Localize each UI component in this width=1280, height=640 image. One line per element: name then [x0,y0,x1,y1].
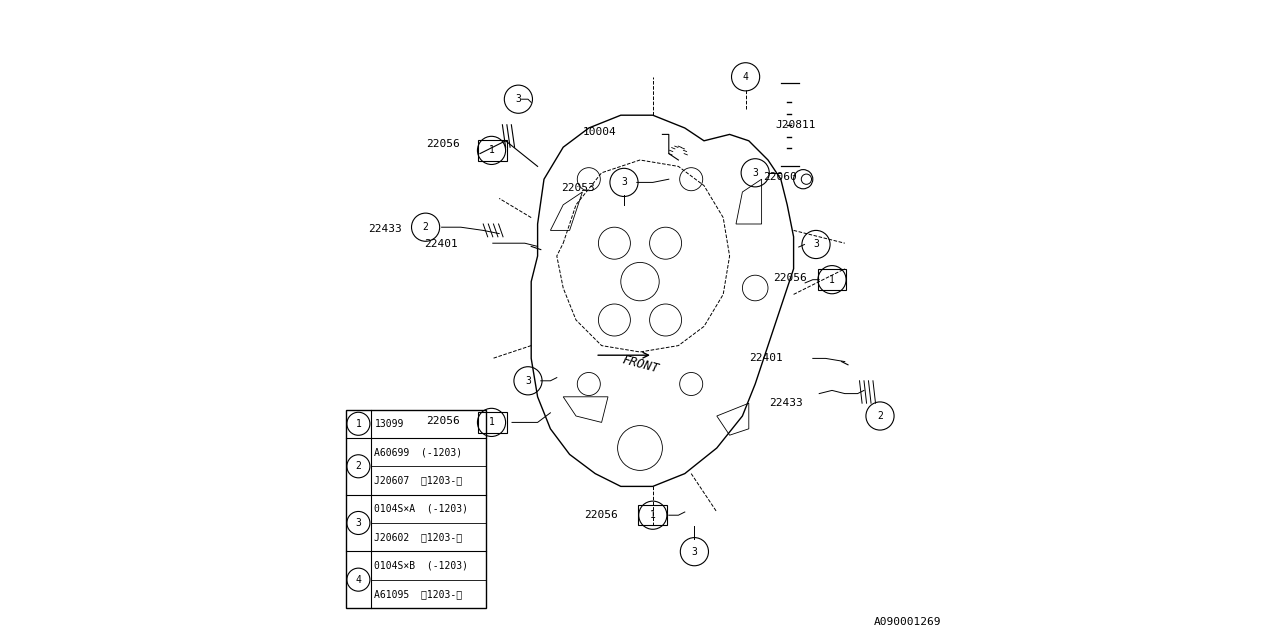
Text: 22401: 22401 [424,239,458,249]
Text: 4: 4 [356,575,361,585]
Text: 3: 3 [525,376,531,386]
Text: 1: 1 [489,145,494,156]
Text: 22433: 22433 [369,224,402,234]
Text: 1: 1 [356,419,361,429]
Bar [818,269,846,290]
Text: 3: 3 [621,177,627,188]
Text: 4: 4 [742,72,749,82]
Text: 13099: 13099 [374,419,403,429]
Text: 1: 1 [650,510,655,520]
Text: A60699  (-1203): A60699 (-1203) [374,447,462,457]
Text: 22056: 22056 [426,139,460,149]
Text: 22401: 22401 [749,353,783,364]
Text: 2: 2 [422,222,429,232]
Text: 1: 1 [489,417,494,428]
Text: 22056: 22056 [426,416,460,426]
Text: 1: 1 [829,275,835,285]
Text: A090001269: A090001269 [873,617,941,627]
Text: 3: 3 [753,168,758,178]
Text: 2: 2 [877,411,883,421]
Text: J20607  　1203-）: J20607 1203-） [374,476,462,486]
Bar [479,140,507,161]
Bar [346,410,486,608]
Text: 0104S×A  (-1203): 0104S×A (-1203) [374,504,468,514]
Text: 3: 3 [691,547,698,557]
Text: 3: 3 [813,239,819,250]
Text: 22060: 22060 [763,172,796,182]
Text: 3: 3 [516,94,521,104]
Text: 22056: 22056 [584,510,618,520]
Text: 2: 2 [356,461,361,471]
Text: FRONT: FRONT [621,354,659,376]
Text: 22053: 22053 [562,183,595,193]
Bar [639,505,667,525]
Text: J20811: J20811 [776,120,817,130]
Text: J20602  　1203-）: J20602 1203-） [374,532,462,542]
Text: 0104S×B  (-1203): 0104S×B (-1203) [374,561,468,570]
Text: 10004: 10004 [582,127,617,138]
Text: 22056: 22056 [773,273,806,284]
Text: A61095  　1203-）: A61095 1203-） [374,589,462,599]
Bar [479,412,507,433]
Text: 22433: 22433 [769,398,804,408]
Text: 3: 3 [356,518,361,528]
